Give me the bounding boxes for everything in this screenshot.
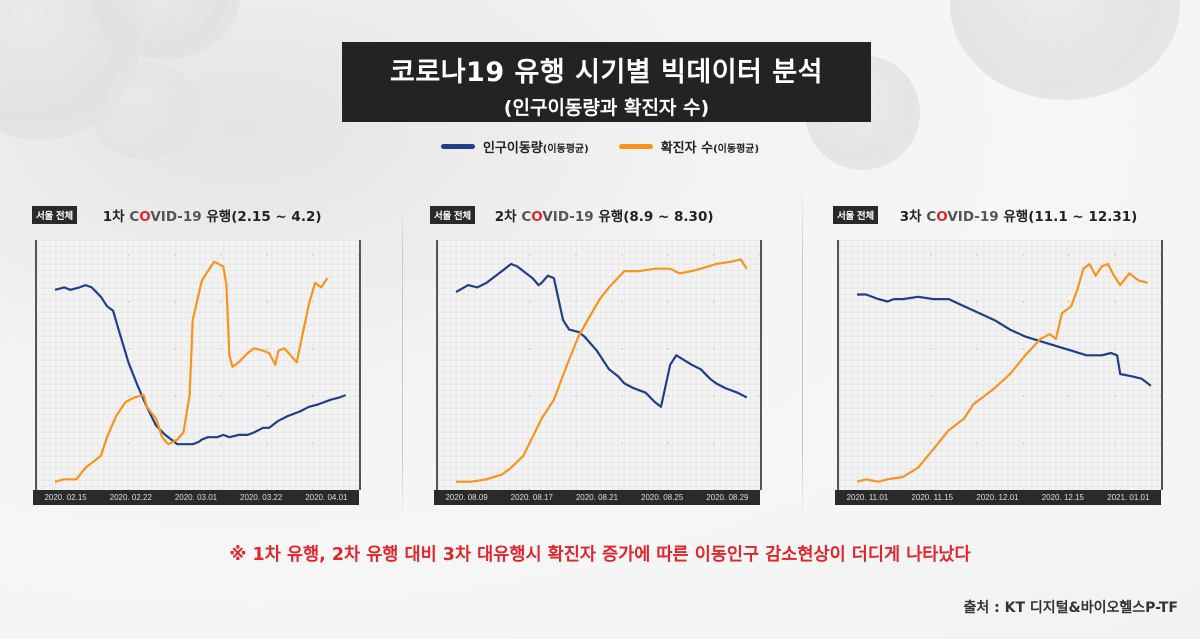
line-chart (837, 240, 1163, 490)
region-badge: 서울 전체 (430, 206, 475, 224)
line-chart (35, 240, 361, 490)
series-line (54, 260, 329, 483)
chart-panel-wave-1: 서울 전체 1차 COVID-19 유행(2.15 ~ 4.2) 2020. 0… (32, 205, 362, 505)
panel-title: 1차 COVID-19 유행(2.15 ~ 4.2) (102, 209, 322, 225)
region-badge: 서울 전체 (32, 206, 77, 224)
series-line (856, 262, 1148, 483)
title-banner: 코로나19 유행 시기별 빅데이터 분석 (인구이동량과 확진자 수) (342, 42, 871, 122)
x-tick: 2020. 02.15 (44, 493, 87, 502)
x-tick: 2021. 01.01 (1107, 493, 1150, 502)
virus-decoration (90, 60, 200, 160)
x-tick: 2020. 12.01 (976, 493, 1019, 502)
x-tick: 2020. 11.15 (911, 493, 954, 502)
virus-decoration (950, 0, 1180, 100)
x-tick: 2020. 08.09 (445, 493, 488, 502)
x-tick: 2020. 02.22 (109, 493, 152, 502)
page-title: 코로나19 유행 시기별 빅데이터 분석 (390, 57, 823, 88)
x-tick: 2020. 08.25 (641, 493, 684, 502)
x-tick: 2020. 12.15 (1041, 493, 1084, 502)
panel-title: 3차 COVID-19 유행(11.1 ~ 12.31) (899, 209, 1138, 225)
panel-divider (802, 190, 803, 520)
x-axis-dates: 2020. 08.09 2020. 08.17 2020. 08.21 2020… (434, 490, 760, 505)
chart-legend: 인구이동량(이동평균) 확진자 수(이동평균) (0, 137, 1200, 156)
chart-panel-wave-3: 서울 전체 3차 COVID-19 유행(11.1 ~ 12.31) 2020.… (833, 205, 1163, 505)
series-line (54, 283, 347, 446)
chart-panel-wave-2: 서울 전체 2차 COVID-19 유행(8.9 ~ 8.30) 2020. 0… (430, 205, 762, 505)
x-tick: 2020. 03.22 (240, 493, 283, 502)
legend-swatch-blue (440, 144, 475, 149)
legend-label: 확진자 수(이동평균) (660, 141, 760, 156)
legend-swatch-orange (618, 144, 653, 149)
x-axis-dates: 2020. 02.15 2020. 02.22 2020. 03.01 2020… (33, 490, 359, 505)
line-chart (436, 240, 762, 490)
x-tick: 2020. 04.01 (305, 493, 348, 502)
legend-label: 인구이동량(이동평균) (482, 141, 589, 156)
series-line (857, 293, 1152, 387)
panel-divider (402, 190, 403, 520)
x-tick: 2020. 08.17 (510, 493, 553, 502)
page-subtitle: (인구이동량과 확진자 수) (503, 97, 710, 119)
analysis-note: ※ 1차 유행, 2차 유행 대비 3차 대유행시 확진자 증가에 따른 이동인… (229, 545, 971, 565)
legend-item-cases: 확진자 수(이동평균) (618, 137, 760, 156)
x-tick: 2020. 08.29 (706, 493, 749, 502)
panel-title: 2차 COVID-19 유행(8.9 ~ 8.30) (494, 209, 714, 225)
x-tick: 2020. 03.01 (174, 493, 218, 502)
legend-item-mobility: 인구이동량(이동평균) (440, 137, 589, 156)
series-line (456, 258, 748, 483)
x-tick: 2020. 11.01 (846, 493, 889, 502)
region-badge: 서울 전체 (833, 206, 878, 224)
x-axis-dates: 2020. 11.01 2020. 11.15 2020. 12.01 2020… (835, 490, 1161, 505)
series-line (455, 262, 748, 408)
source-credit: 출처 : KT 디지털&바이오헬스P-TF (963, 600, 1178, 616)
x-tick: 2020. 08.21 (575, 493, 619, 502)
